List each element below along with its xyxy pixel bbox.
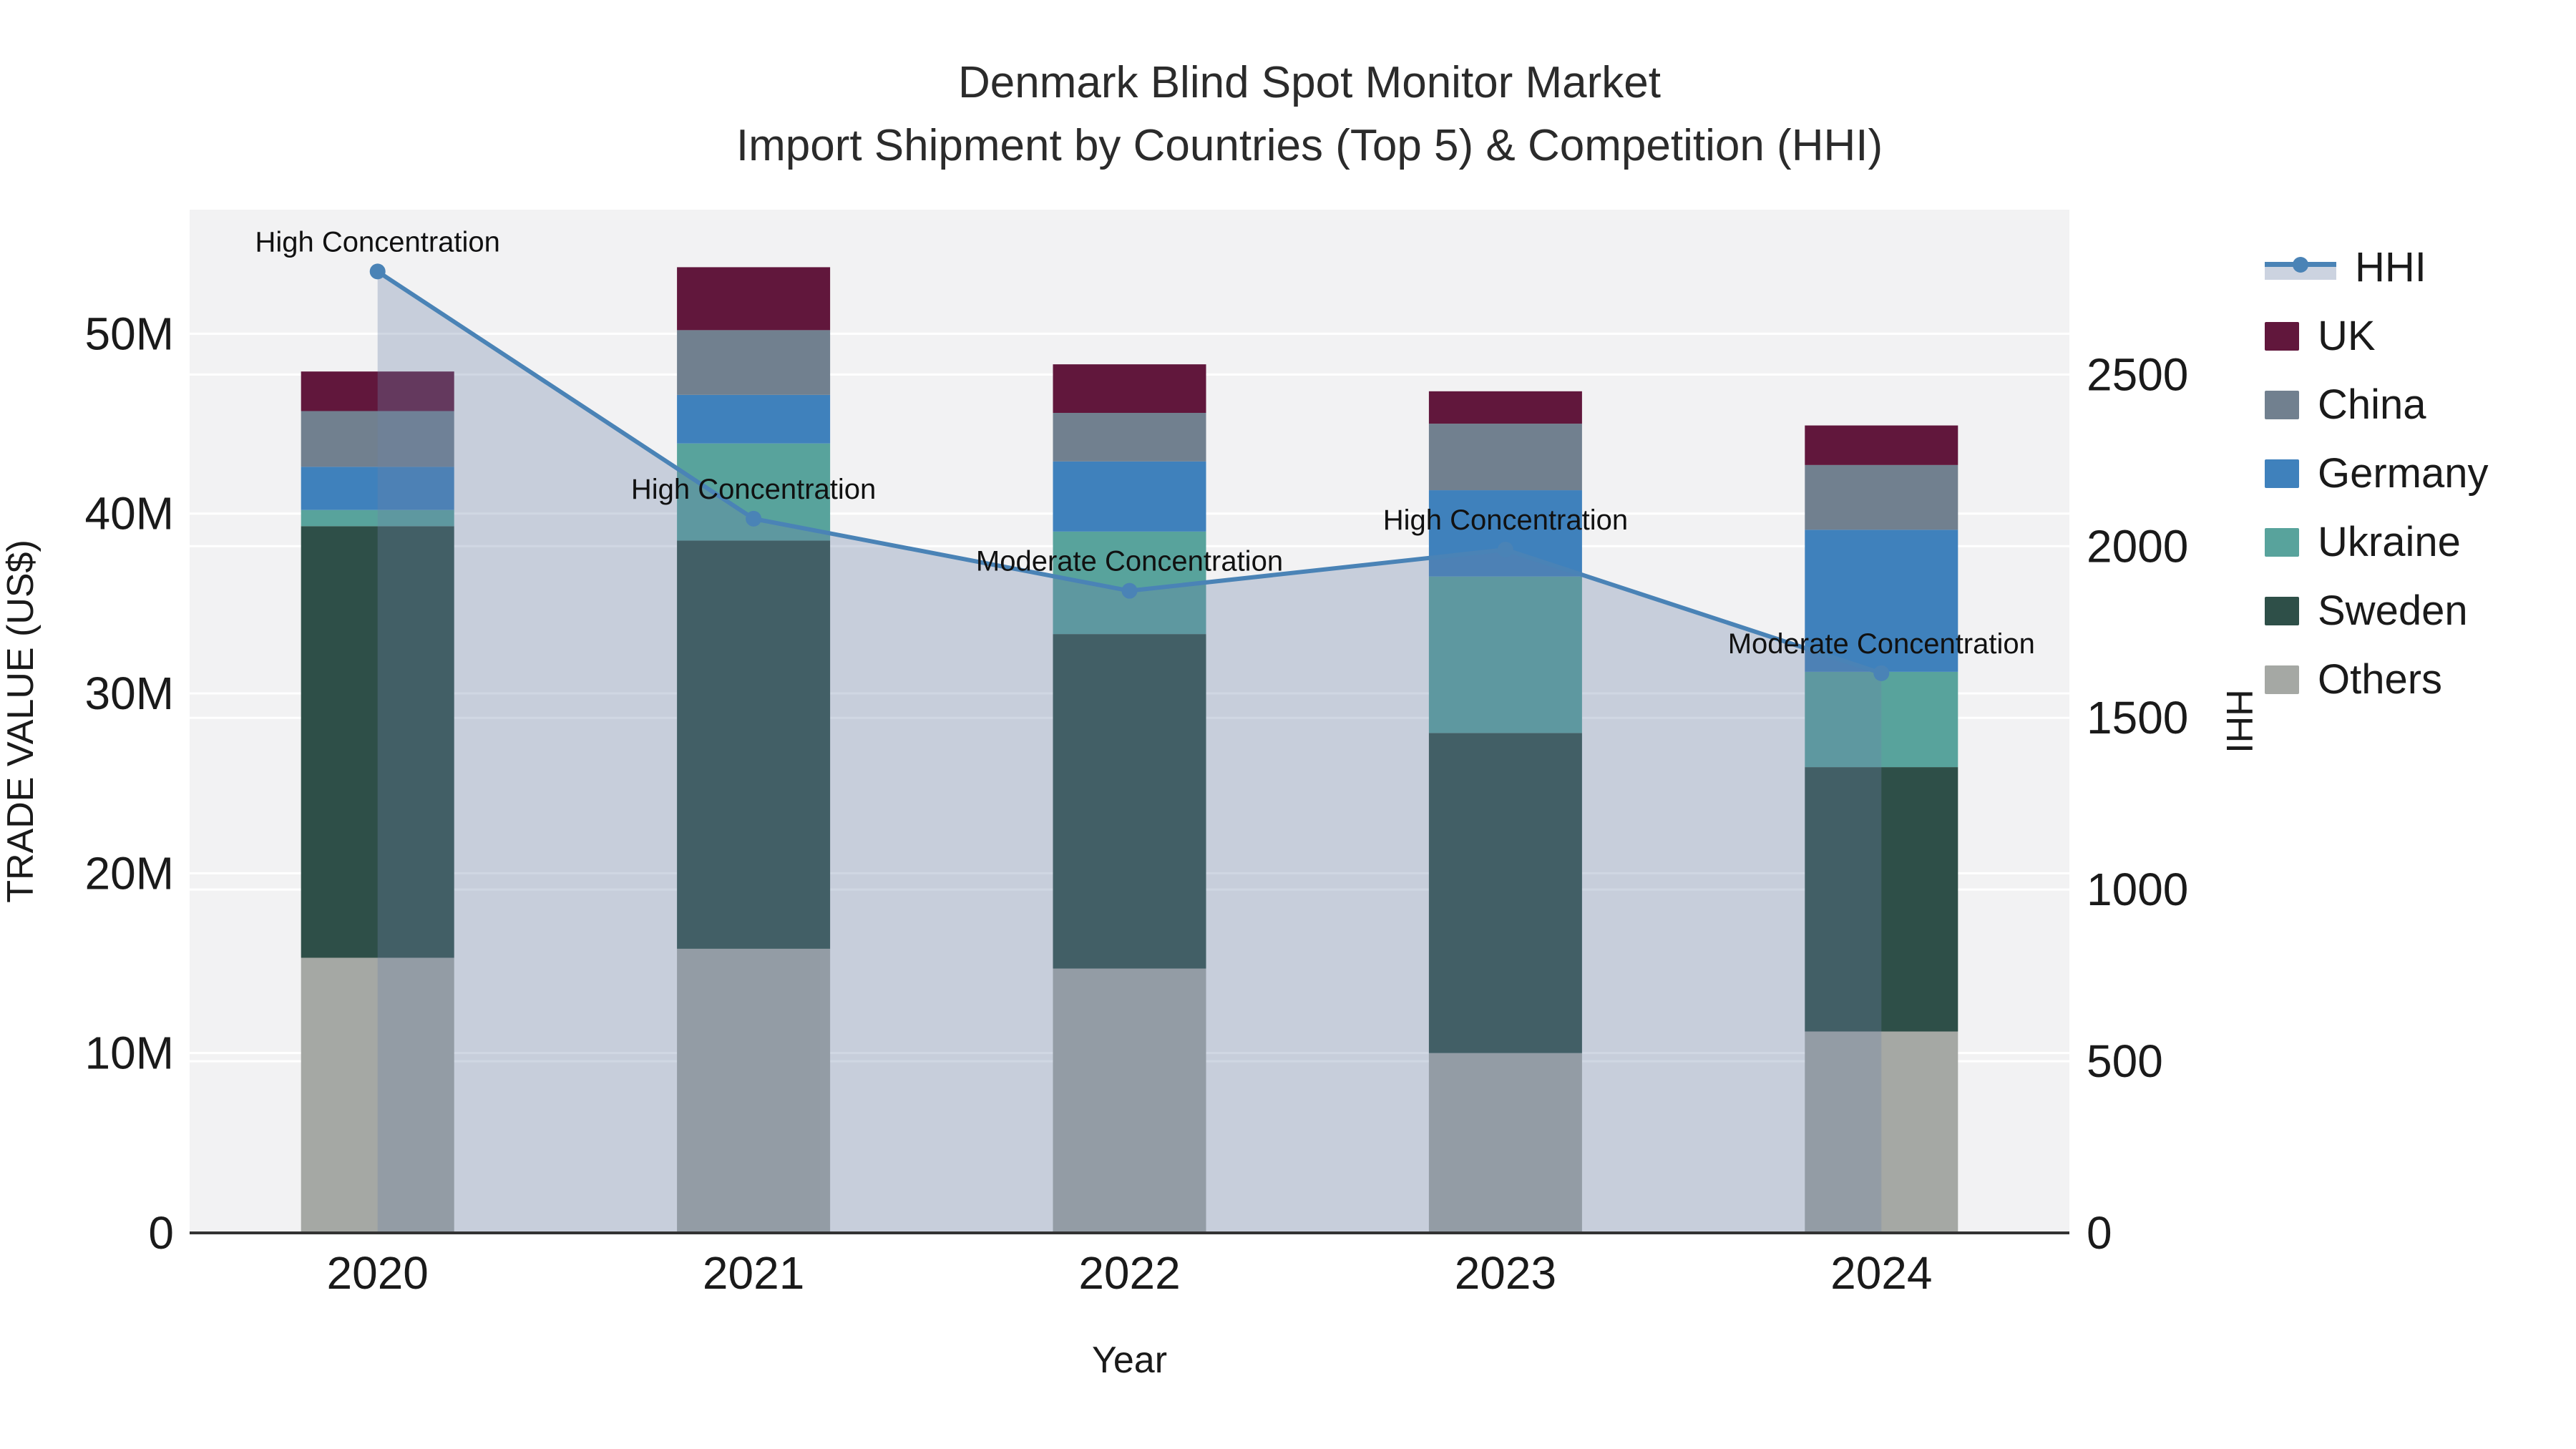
bar-segment-sweden-2020[interactable] [301, 526, 454, 958]
y-tick-left-30M: 30M [85, 668, 175, 719]
bar-segment-others-2022[interactable] [1053, 968, 1206, 1233]
legend-item-ukraine[interactable]: Ukraine [2265, 522, 2489, 563]
annotation-2020: High Concentration [255, 226, 499, 258]
ukraine-color-swatch [2265, 528, 2299, 557]
legend-label-others: Others [2318, 656, 2443, 703]
bar-segment-sweden-2023[interactable] [1428, 733, 1582, 1053]
legend-label-germany: Germany [2318, 450, 2489, 497]
bar-segment-ukraine-2020[interactable] [301, 509, 454, 527]
y-tick-left-40M: 40M [85, 488, 175, 540]
bar-segment-china-2022[interactable] [1053, 412, 1206, 462]
legend-label-ukraine: Ukraine [2318, 519, 2461, 565]
annotation-2023: High Concentration [1383, 504, 1628, 536]
annotation-2024: Moderate Concentration [1728, 628, 2035, 660]
bar-segment-others-2024[interactable] [1805, 1031, 1958, 1233]
bar-segment-germany-2023[interactable] [1428, 490, 1582, 577]
legend-item-others[interactable]: Others [2265, 659, 2489, 701]
legend-label-uk: UK [2318, 313, 2376, 359]
y-tick-right-2500: 2500 [2087, 348, 2188, 400]
bar-segment-uk-2021[interactable] [677, 267, 831, 331]
x-tick-2024: 2024 [1830, 1247, 1932, 1299]
y-axis-title-right: HHI [2218, 689, 2260, 753]
hhi-marker-2020[interactable] [369, 263, 386, 280]
legend-item-uk[interactable]: UK [2265, 316, 2489, 357]
x-tick-2023: 2023 [1455, 1247, 1556, 1299]
y-axis-title-left: TRADE VALUE (US$) [0, 540, 42, 903]
others-color-swatch [2265, 665, 2299, 694]
germany-color-swatch [2265, 459, 2299, 488]
legend-item-germany[interactable]: Germany [2265, 453, 2489, 494]
bar-segment-sweden-2022[interactable] [1053, 634, 1206, 969]
x-tick-2022: 2022 [1078, 1247, 1180, 1299]
bar-segment-china-2020[interactable] [301, 411, 454, 467]
bar-segment-others-2021[interactable] [677, 948, 831, 1233]
bar-segment-germany-2020[interactable] [301, 467, 454, 510]
hhi-marker-dot-icon [2293, 257, 2308, 273]
legend-item-sweden[interactable]: Sweden [2265, 590, 2489, 632]
y-tick-right-0: 0 [2087, 1207, 2112, 1259]
bar-segment-others-2023[interactable] [1428, 1053, 1582, 1233]
bar-segment-china-2021[interactable] [677, 330, 831, 395]
legend-label-china: China [2318, 381, 2426, 428]
bar-segment-uk-2024[interactable] [1805, 425, 1958, 465]
y-tick-left-0: 0 [148, 1207, 174, 1259]
bar-segment-china-2024[interactable] [1805, 464, 1958, 530]
hhi-line-legend-marker [2265, 252, 2336, 283]
sweden-color-swatch [2265, 597, 2299, 625]
bar-segment-sweden-2024[interactable] [1805, 767, 1958, 1032]
x-tick-2021: 2021 [703, 1247, 804, 1299]
china-color-swatch [2265, 391, 2299, 419]
bar-segment-germany-2021[interactable] [677, 394, 831, 444]
hhi-marker-2024[interactable] [1873, 665, 1890, 681]
chart-title: Denmark Blind Spot Monitor Market Import… [43, 52, 2576, 177]
bar-segment-others-2020[interactable] [301, 957, 454, 1233]
hhi-area-fill [377, 271, 1882, 1233]
y-tick-right-2000: 2000 [2087, 520, 2188, 572]
y-tick-left-10M: 10M [85, 1028, 175, 1079]
x-axis-title: Year [1092, 1340, 1167, 1381]
legend-label-sweden: Sweden [2318, 587, 2468, 634]
annotation-2022: Moderate Concentration [976, 546, 1283, 577]
legend-item-hhi[interactable]: HHI [2265, 247, 2489, 288]
bar-segment-uk-2020[interactable] [301, 371, 454, 411]
uk-color-swatch [2265, 322, 2299, 351]
bar-segment-ukraine-2023[interactable] [1428, 576, 1582, 733]
y-tick-left-20M: 20M [85, 847, 175, 899]
annotation-2021: High Concentration [631, 474, 876, 505]
bar-segment-germany-2024[interactable] [1805, 530, 1958, 672]
legend-item-china[interactable]: China [2265, 384, 2489, 426]
hhi-marker-2021[interactable] [746, 510, 762, 527]
legend: HHI UK China Germany Ukraine Sweden Othe… [2265, 247, 2489, 728]
legend-label-hhi: HHI [2355, 244, 2426, 291]
y-tick-right-1500: 1500 [2087, 692, 2188, 743]
chart-title-line2: Import Shipment by Countries (Top 5) & C… [736, 121, 1883, 171]
y-tick-right-1000: 1000 [2087, 864, 2188, 915]
hhi-marker-2023[interactable] [1497, 542, 1513, 558]
y-tick-left-50M: 50M [85, 308, 175, 359]
bar-segment-china-2023[interactable] [1428, 424, 1582, 491]
hhi-marker-2022[interactable] [1121, 582, 1138, 599]
bar-segment-sweden-2021[interactable] [677, 540, 831, 949]
bar-segment-uk-2023[interactable] [1428, 391, 1582, 424]
bar-segment-ukraine-2024[interactable] [1805, 671, 1958, 768]
x-tick-2020: 2020 [327, 1247, 429, 1299]
chart-title-line1: Denmark Blind Spot Monitor Market [957, 58, 1662, 107]
y-tick-right-500: 500 [2087, 1035, 2163, 1087]
bar-segment-germany-2022[interactable] [1053, 461, 1206, 532]
bar-segment-uk-2022[interactable] [1053, 364, 1206, 413]
